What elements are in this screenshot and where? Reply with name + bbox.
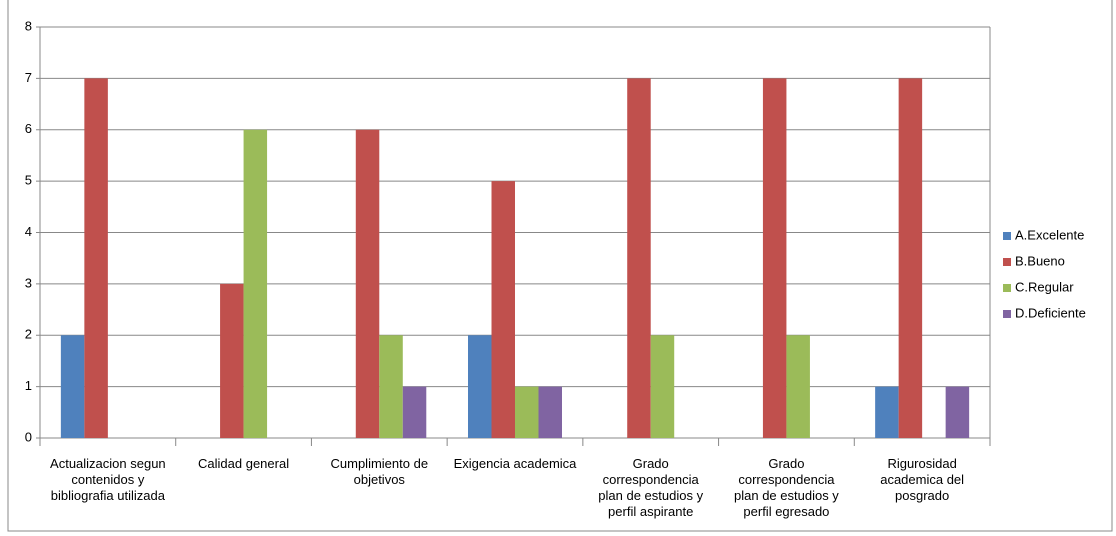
y-tick-label: 8 <box>25 18 32 33</box>
legend-label: D.Deficiente <box>1015 305 1086 320</box>
bar <box>627 78 651 438</box>
bar <box>898 78 923 438</box>
legend-swatch <box>1003 284 1011 292</box>
y-tick-label: 0 <box>25 429 32 444</box>
y-tick-label: 7 <box>25 70 32 85</box>
bar <box>945 386 970 438</box>
y-tick-label: 6 <box>25 121 32 136</box>
x-tick-label: Calidad general <box>198 456 290 471</box>
bar <box>491 181 515 438</box>
y-tick-label: 4 <box>25 224 32 239</box>
bar <box>402 386 427 438</box>
bar <box>515 386 539 438</box>
bar <box>762 78 787 438</box>
y-tick-label: 5 <box>25 173 32 188</box>
bar <box>243 129 268 438</box>
x-tick-label: Cumplimiento de objetivos <box>330 456 429 487</box>
legend-label: B.Bueno <box>1015 253 1065 268</box>
bar <box>538 386 562 438</box>
legend-label: C.Regular <box>1015 279 1074 294</box>
x-tick-label: Grado correspondencia plan de estudios y… <box>598 456 704 519</box>
y-tick-label: 1 <box>25 378 32 393</box>
legend-swatch <box>1003 258 1011 266</box>
bar <box>60 335 85 438</box>
legend-swatch <box>1003 232 1011 240</box>
chart-frame <box>7 0 1113 532</box>
legend-label: A.Excelente <box>1015 227 1084 242</box>
bar <box>875 386 899 438</box>
bar <box>355 129 380 438</box>
x-tick-label: Grado correspondencia plan de estudios y… <box>734 456 839 519</box>
bar <box>650 335 675 438</box>
x-tick-label: Exigencia academica <box>453 456 577 471</box>
bar <box>468 335 492 438</box>
x-tick-label: Actualizacion segun contenidos y bibliog… <box>50 456 166 503</box>
bar <box>379 335 403 438</box>
bar <box>220 283 244 438</box>
bar <box>786 335 810 438</box>
bar <box>84 78 108 438</box>
legend-swatch <box>1003 310 1011 318</box>
y-tick-label: 3 <box>25 275 32 290</box>
y-tick-label: 2 <box>25 327 32 342</box>
x-tick-label: Rigurosidad academica del posgrado <box>880 456 965 503</box>
